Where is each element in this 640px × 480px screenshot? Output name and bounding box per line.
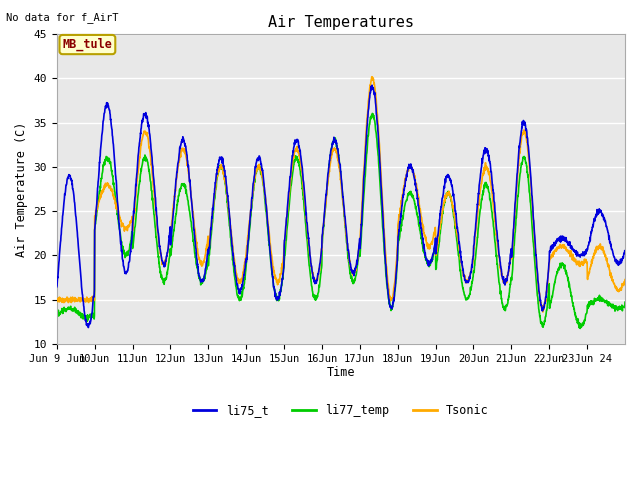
Text: No data for f_AirT: No data for f_AirT [6,12,119,23]
Title: Air Temperatures: Air Temperatures [268,15,414,30]
Text: MB_tule: MB_tule [63,38,113,51]
Y-axis label: Air Temperature (C): Air Temperature (C) [15,121,28,257]
Legend: li75_t, li77_temp, Tsonic: li75_t, li77_temp, Tsonic [188,399,493,422]
X-axis label: Time: Time [326,366,355,379]
